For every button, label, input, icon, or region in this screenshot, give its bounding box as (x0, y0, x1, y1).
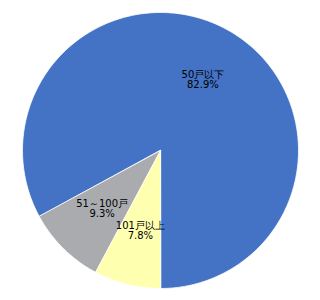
svg-text:51～100戸9.3%: 51～100戸9.3% (76, 198, 128, 219)
svg-text:101戸以上7.8%: 101戸以上7.8% (116, 220, 165, 241)
svg-text:50戸以下82.9%: 50戸以下82.9% (182, 69, 225, 90)
